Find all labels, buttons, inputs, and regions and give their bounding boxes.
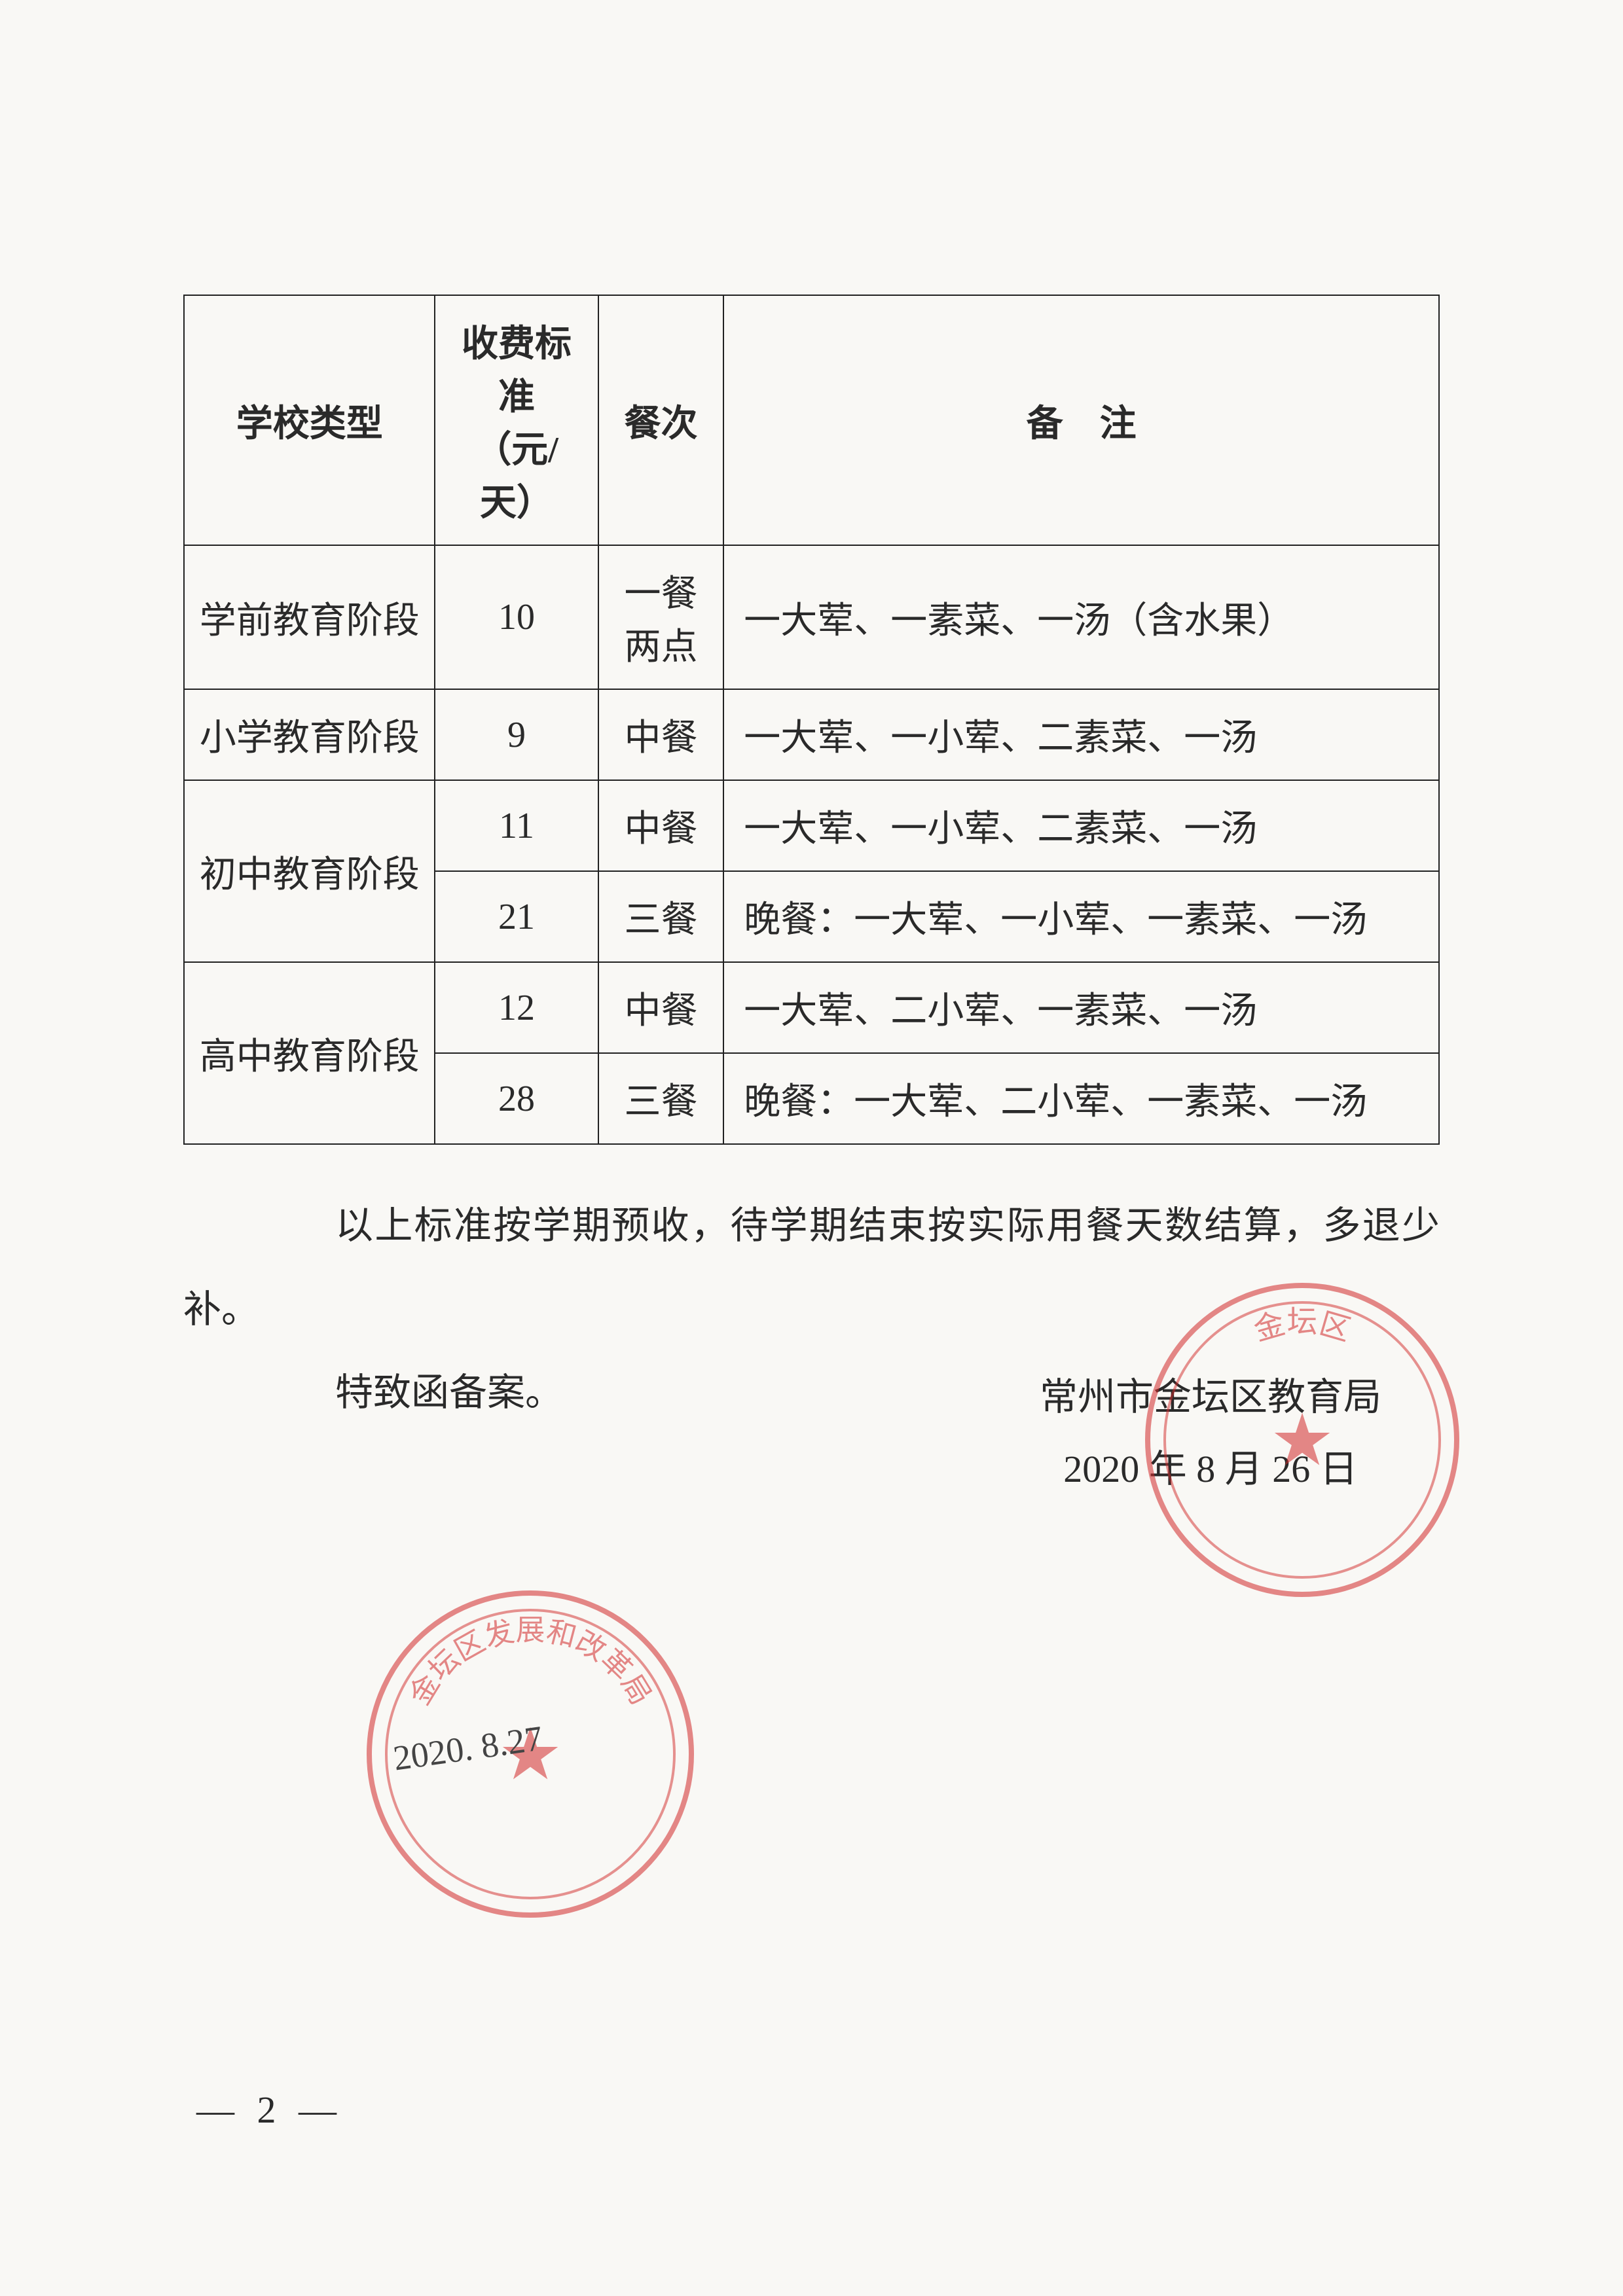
table-row: 高中教育阶段12中餐一大荤、二小荤、一素菜、一汤 (184, 962, 1439, 1053)
cell-price: 12 (435, 962, 598, 1053)
stamp1-text: 金坛区发展和改革局 (403, 1614, 658, 1711)
cell-note: 一大荤、一小荤、二素菜、一汤 (723, 689, 1439, 780)
th-price: 收费标准 （元/天） (435, 295, 598, 545)
stamp-education-bureau: 金坛区 ★ (1145, 1283, 1459, 1597)
table-row: 初中教育阶段11中餐一大荤、一小荤、二素菜、一汤 (184, 780, 1439, 871)
cell-meal: 中餐 (598, 962, 724, 1053)
cell-type: 高中教育阶段 (184, 962, 435, 1144)
cell-note: 一大荤、二小荤、一素菜、一汤 (723, 962, 1439, 1053)
cell-type: 学前教育阶段 (184, 545, 435, 689)
cell-note: 一大荤、一素菜、一汤（含水果） (723, 545, 1439, 689)
cell-price: 9 (435, 689, 598, 780)
cell-meal: 中餐 (598, 780, 724, 871)
svg-text:金坛区发展和改革局: 金坛区发展和改革局 (403, 1614, 658, 1711)
cell-type: 小学教育阶段 (184, 689, 435, 780)
cell-price: 21 (435, 871, 598, 962)
cell-note: 晚餐：一大荤、二小荤、一素菜、一汤 (723, 1053, 1439, 1144)
cell-type: 初中教育阶段 (184, 780, 435, 962)
stamp2-text: 金坛区 (1250, 1306, 1355, 1348)
th-meal: 餐次 (598, 295, 724, 545)
page-number: — 2 — (196, 2088, 343, 2132)
page-container: 学校类型 收费标准 （元/天） 餐次 备 注 学前教育阶段10一餐 两点一大荤、… (0, 0, 1623, 2296)
th-type: 学校类型 (184, 295, 435, 545)
fee-table: 学校类型 收费标准 （元/天） 餐次 备 注 学前教育阶段10一餐 两点一大荤、… (183, 295, 1440, 1145)
cell-meal: 一餐 两点 (598, 545, 724, 689)
th-note: 备 注 (723, 295, 1439, 545)
cell-meal: 三餐 (598, 1053, 724, 1144)
cell-meal: 中餐 (598, 689, 724, 780)
cell-price: 28 (435, 1053, 598, 1144)
cell-price: 11 (435, 780, 598, 871)
svg-text:金坛区: 金坛区 (1250, 1306, 1355, 1348)
table-row: 小学教育阶段9中餐一大荤、一小荤、二素菜、一汤 (184, 689, 1439, 780)
cell-meal: 三餐 (598, 871, 724, 962)
stamp-star-icon: ★ (1270, 1398, 1335, 1482)
cell-price: 10 (435, 545, 598, 689)
table-row: 学前教育阶段10一餐 两点一大荤、一素菜、一汤（含水果） (184, 545, 1439, 689)
cell-note: 晚餐：一大荤、一小荤、一素菜、一汤 (723, 871, 1439, 962)
cell-note: 一大荤、一小荤、二素菜、一汤 (723, 780, 1439, 871)
